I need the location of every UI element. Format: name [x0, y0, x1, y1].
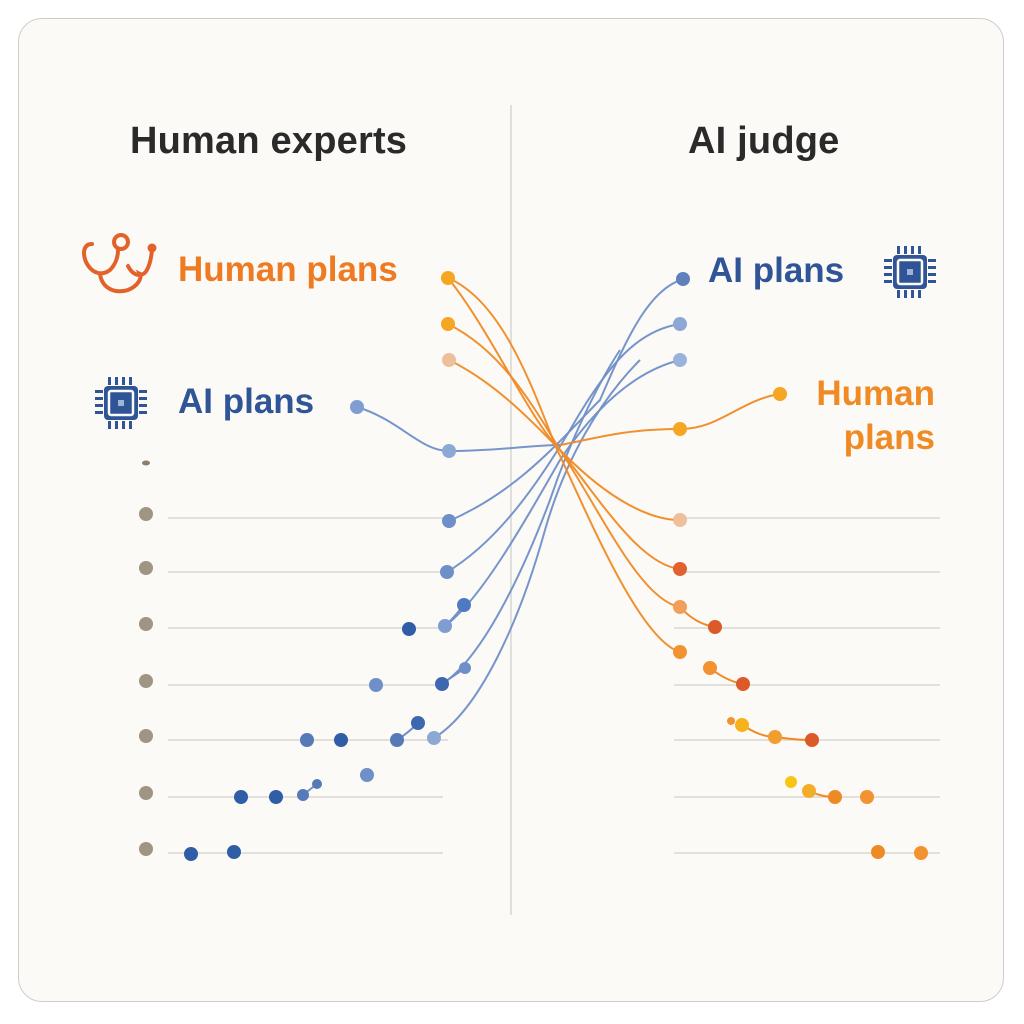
rank-marker [139, 617, 153, 631]
left-plan-dot [435, 677, 449, 691]
right-plan-dot [828, 790, 842, 804]
left-plan-dot [440, 565, 454, 579]
ai-plan-curve [448, 278, 684, 522]
left-plan-dot [350, 400, 364, 414]
right-plan-dot [735, 718, 749, 732]
left-plan-dot [297, 789, 309, 801]
left-plan-dot [227, 845, 241, 859]
rank-marker [139, 674, 153, 688]
connection-curves [302, 277, 836, 798]
left-plan-dot [234, 790, 248, 804]
rank-marker [139, 507, 153, 521]
right-plan-dot [860, 790, 874, 804]
right-plan-dot [703, 661, 717, 675]
right-ai-plans-label: AI plans [708, 251, 845, 290]
ai-plan-curve [356, 406, 561, 453]
right-plan-dot [727, 717, 735, 725]
right-plan-dot [673, 600, 687, 614]
left-ai-plans-label: AI plans [178, 382, 315, 421]
human-plan-curve [447, 277, 681, 570]
right-plan-dot [802, 784, 816, 798]
left-human-plans-label: Human plans [178, 250, 398, 289]
left-plan-dot [441, 317, 455, 331]
left-plan-dot [334, 733, 348, 747]
left-plan-dot [390, 733, 404, 747]
right-plan-dot [914, 846, 928, 860]
left-plan-dot [369, 678, 383, 692]
rank-marker [139, 729, 153, 743]
left-plan-dot [269, 790, 283, 804]
right-plan-dot [768, 730, 782, 744]
human-plan-curve [447, 277, 681, 653]
left-plan-dot [300, 733, 314, 747]
right-plan-dot [673, 645, 687, 659]
ai-plan-curve [433, 359, 641, 739]
right-plan-dot [673, 513, 687, 527]
chip-icon [95, 377, 147, 429]
left-plan-dot [402, 622, 416, 636]
left-plan-dot [442, 514, 456, 528]
right-plan-dot [805, 733, 819, 747]
left-plan-dot [427, 731, 441, 745]
ai-plan-curve [444, 359, 681, 627]
right-plan-dot [673, 317, 687, 331]
left-plan-dot [459, 662, 471, 674]
rank-marker [139, 842, 153, 856]
left-plan-dot [442, 444, 456, 458]
right-plan-dot [673, 422, 687, 436]
right-plan-dot [708, 620, 722, 634]
right-plan-dot [676, 272, 690, 286]
right-plan-dot [871, 845, 885, 859]
left-plan-dot [411, 716, 425, 730]
right-plan-dot [736, 677, 750, 691]
right-human-plans-line1: Human [816, 374, 935, 413]
rank-markers [139, 460, 153, 856]
ai-plan-curve [446, 323, 681, 573]
left-plan-dot [442, 353, 456, 367]
ai-plan-curve [441, 349, 621, 685]
left-plan-dot [184, 847, 198, 861]
left-plan-dot [360, 768, 374, 782]
right-human-plans-line2: plans [843, 417, 935, 457]
rank-gridlines [168, 517, 940, 854]
right-plan-dot [785, 776, 797, 788]
rank-marker-partial [142, 460, 150, 466]
rank-marker [139, 561, 153, 575]
rank-marker [139, 786, 153, 800]
left-plan-dot [438, 619, 452, 633]
plan-dots [184, 271, 928, 861]
right-plan-dot [673, 353, 687, 367]
left-plan-dot [312, 779, 322, 789]
left-plan-dot [441, 271, 455, 285]
left-panel-title: Human experts [130, 120, 408, 162]
right-panel-title: AI judge [688, 120, 840, 162]
chip-icon [884, 246, 936, 298]
right-plan-dot [673, 562, 687, 576]
left-plan-dot [457, 598, 471, 612]
right-plan-dot [773, 387, 787, 401]
stethoscope-icon [82, 233, 157, 294]
right-human-plans-label: Human plans [805, 372, 935, 460]
